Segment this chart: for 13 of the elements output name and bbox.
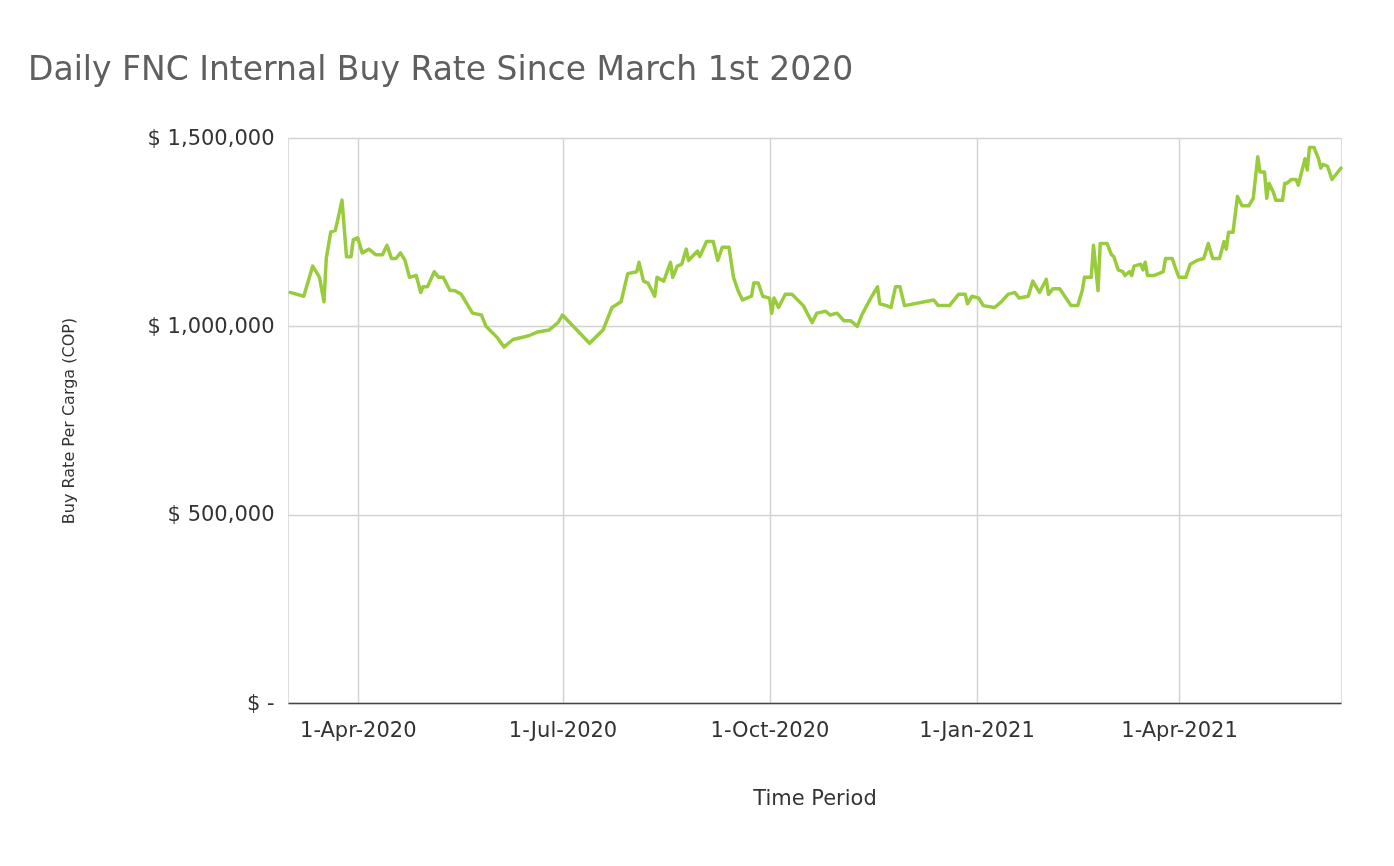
y-tick-label: $ - bbox=[246, 690, 275, 715]
y-tick-label: $ 500,000 bbox=[167, 502, 275, 527]
chart-title: Daily FNC Internal Buy Rate Since March 1st 2020 bbox=[28, 49, 854, 88]
x-tick-label: 1-Jan-2021 bbox=[919, 717, 1035, 742]
y-tick-label: $ 1,500,000 bbox=[147, 125, 275, 150]
x-tick-label: 1-Apr-2021 bbox=[1121, 717, 1238, 742]
y-tick-label: $ 1,000,000 bbox=[147, 313, 275, 338]
y-axis-title: Buy Rate Per Carga (COP) bbox=[58, 317, 78, 525]
x-tick-label: 1-Jul-2020 bbox=[508, 717, 618, 742]
line-series bbox=[288, 145, 1343, 349]
x-axis-title: Time Period bbox=[752, 785, 877, 810]
x-tick-label: 1-Oct-2020 bbox=[710, 717, 830, 742]
x-tick-label: 1-Apr-2020 bbox=[300, 717, 417, 742]
